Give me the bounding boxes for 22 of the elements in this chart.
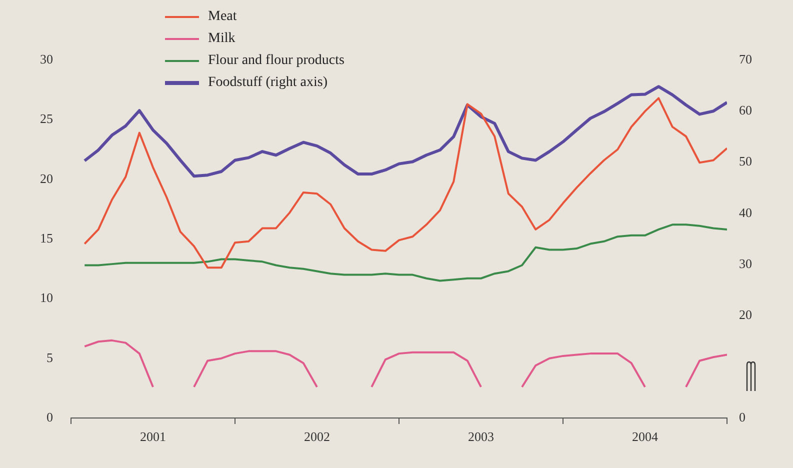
y-tick-label: 25 [40,111,53,126]
y2-tick-label: 30 [739,256,752,271]
y2-tick-label: 60 [739,102,752,118]
y-tick-label: 10 [40,290,53,306]
y-tick-label: 15 [40,230,53,246]
y-tick-label: 0 [46,409,53,424]
legend-label: Meat [208,9,237,25]
y-tick-label: 30 [40,51,53,66]
y-tick-label: 5 [46,350,53,365]
x-tick-label: 2004 [632,429,658,444]
x-tick-label: 2001 [140,429,166,444]
x-tick-label: 2003 [468,429,494,444]
legend-label: Milk [208,31,236,47]
x-tick-label: 2002 [304,429,330,444]
y2-tick-label: 70 [739,51,752,66]
legend-label: Foodstuff (right axis) [208,75,328,91]
y2-tick-label: 0 [739,409,746,424]
legend-label: Flour and flour products [208,53,344,69]
y2-tick-label: 50 [739,154,752,169]
y-tick-label: 20 [40,170,53,186]
y2-tick-label: 20 [739,307,752,322]
y2-tick-label: 40 [739,204,752,220]
